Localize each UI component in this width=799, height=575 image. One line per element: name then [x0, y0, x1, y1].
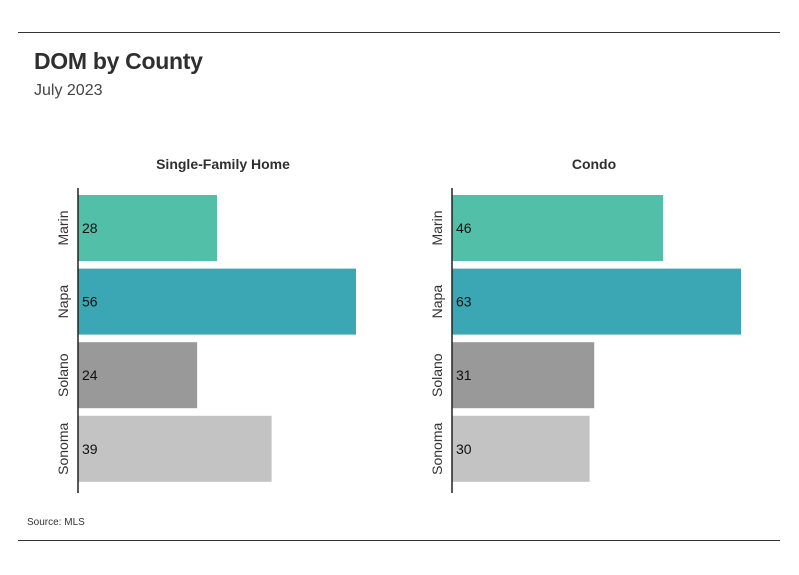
- category-label: Marin: [55, 210, 71, 245]
- panel-title: Single-Family Home: [156, 156, 290, 172]
- bar-value-label: 28: [82, 220, 98, 236]
- bar: [452, 195, 664, 261]
- bar: [78, 268, 356, 335]
- bar: [78, 342, 198, 409]
- bar: [78, 415, 272, 482]
- category-label: Marin: [429, 210, 445, 245]
- top-rule: [18, 32, 780, 33]
- bar: [452, 415, 590, 482]
- category-label: Sonoma: [55, 423, 71, 475]
- bar-value-label: 39: [82, 441, 98, 457]
- bar: [452, 342, 595, 409]
- bar-value-label: 30: [456, 441, 472, 457]
- bottom-rule: [18, 540, 780, 541]
- bar-value-label: 46: [456, 220, 472, 236]
- category-label: Solano: [55, 353, 71, 397]
- bar: [78, 195, 217, 261]
- category-label: Solano: [429, 353, 445, 397]
- category-label: Napa: [55, 285, 71, 319]
- chart-title: DOM by County: [34, 48, 203, 74]
- category-label: Napa: [429, 285, 445, 319]
- source-note: Source: MLS: [27, 517, 85, 528]
- bar-value-label: 24: [82, 367, 98, 383]
- bar-value-label: 56: [82, 294, 98, 310]
- bar-value-label: 63: [456, 294, 472, 310]
- category-label: Sonoma: [429, 423, 445, 475]
- bar-value-label: 31: [456, 367, 472, 383]
- chart-subtitle: July 2023: [34, 82, 103, 99]
- bar: [452, 268, 741, 335]
- panel-title: Condo: [572, 156, 616, 172]
